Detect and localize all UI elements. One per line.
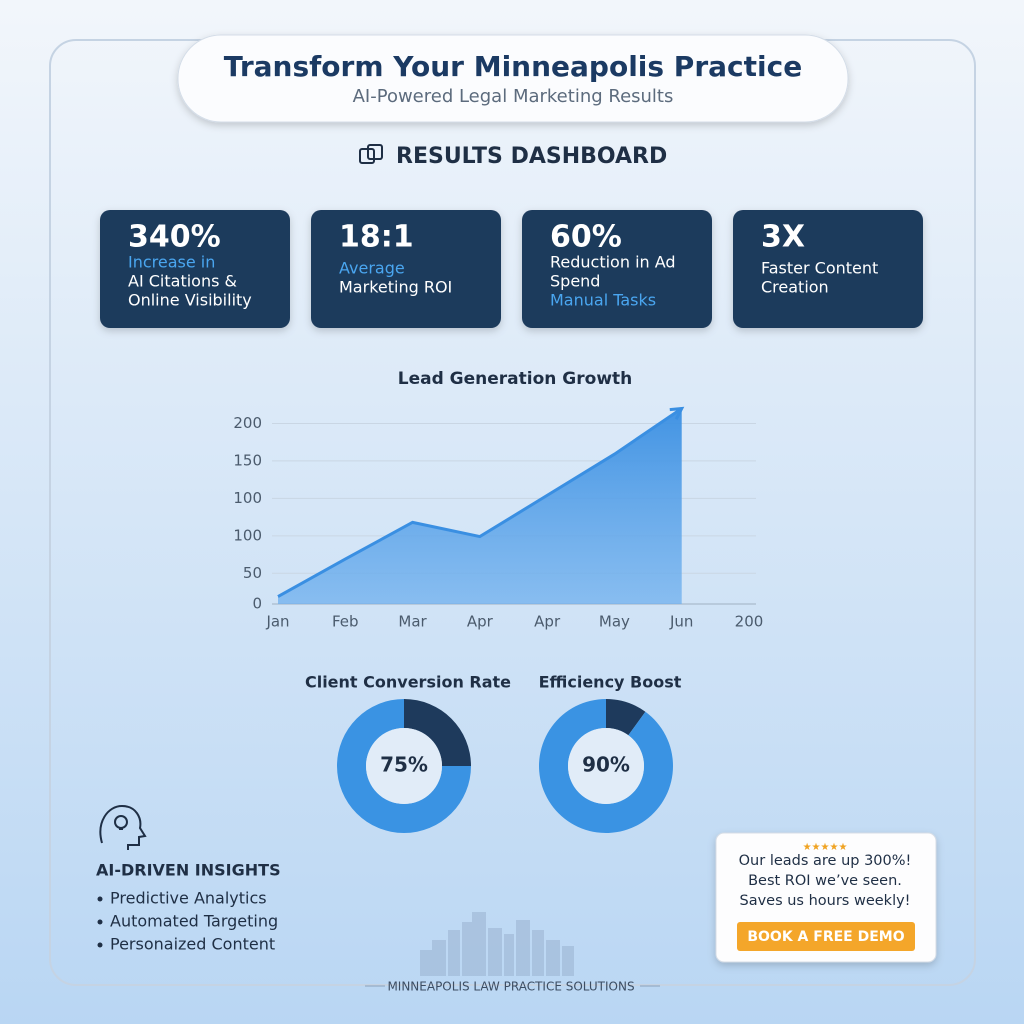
metric-line: Increase in [128, 253, 215, 272]
metric-value: 60% [550, 220, 622, 255]
title: Transform Your Minneapolis Practice [224, 50, 802, 83]
donut-segment [538, 699, 673, 833]
dashboard-title: RESULTS DASHBOARD [396, 144, 667, 169]
insight-item: Personaized Content [110, 935, 275, 954]
metric-value: 18:1 [339, 220, 414, 255]
donut-label: 90% [582, 753, 630, 777]
bullet [97, 896, 103, 902]
x-tick-label: 200 [735, 613, 764, 631]
metric-value: 3X [761, 220, 805, 255]
metric-line: Online Visibility [128, 291, 252, 310]
arrow-head [669, 406, 685, 420]
metric-line: Manual Tasks [550, 291, 656, 310]
chart-title: Lead Generation Growth [398, 369, 633, 389]
y-tick-label: 100 [233, 489, 262, 507]
donut-label: 75% [380, 753, 428, 777]
metric-line: Average [339, 259, 405, 278]
donut-title: Client Conversion Rate [305, 673, 511, 692]
header-pill [177, 34, 849, 123]
x-tick-label: Jan [265, 613, 289, 631]
subtitle: AI-Powered Legal Marketing Results [353, 86, 674, 107]
metric-card [311, 210, 501, 328]
footer: MINNEAPOLIS LAW PRACTICE SOLUTIONS [387, 980, 634, 994]
bullet [97, 919, 103, 925]
y-tick-label: 50 [243, 564, 262, 582]
insight-item: Automated Targeting [110, 912, 278, 931]
testimonial-line: Our leads are up 300%! [739, 853, 912, 869]
donut-segment [404, 699, 471, 766]
x-tick-label: Feb [332, 613, 359, 631]
metric-line: Faster Content [761, 259, 878, 278]
x-tick-label: May [599, 613, 630, 631]
dashboard-icon [359, 144, 383, 164]
donut-title: Efficiency Boost [539, 673, 682, 692]
donut-hole [568, 728, 644, 804]
metric-line: Reduction in Ad [550, 253, 676, 272]
metric-line: Spend [550, 272, 600, 291]
demo-button-label[interactable]: BOOK A FREE DEMO [747, 929, 904, 945]
metric-line: Marketing ROI [339, 278, 452, 297]
donut-segment [337, 699, 471, 833]
metric-line: Creation [761, 278, 829, 297]
insight-item: Predictive Analytics [110, 889, 267, 908]
y-tick-label: 0 [252, 595, 262, 613]
skyline [420, 912, 574, 976]
metric-line: AI Citations & [128, 272, 237, 291]
metric-card [100, 210, 290, 328]
demo-button[interactable] [737, 922, 915, 951]
insights-title: AI-DRIVEN INSIGHTS [96, 861, 281, 880]
y-tick-label: 200 [233, 414, 262, 432]
area [278, 408, 682, 604]
x-tick-label: Apr [467, 613, 494, 631]
metric-value: 340% [128, 220, 221, 255]
metric-card [522, 210, 712, 328]
line [277, 407, 683, 598]
x-tick-label: Mar [398, 613, 427, 631]
metric-card [733, 210, 923, 328]
x-tick-label: Apr [534, 613, 561, 631]
x-tick-label: Jun [669, 613, 693, 631]
testimonial-line: Saves us hours weekly! [739, 893, 910, 909]
head-icon [99, 804, 147, 850]
stars: ★★★★★ [803, 842, 848, 853]
y-tick-label: 100 [233, 526, 262, 544]
bullet [97, 942, 103, 948]
testimonial-line: Best ROI we’ve seen. [748, 873, 902, 889]
donut-segment [606, 699, 646, 736]
y-tick-label: 150 [233, 451, 262, 469]
donut-hole [366, 728, 442, 804]
